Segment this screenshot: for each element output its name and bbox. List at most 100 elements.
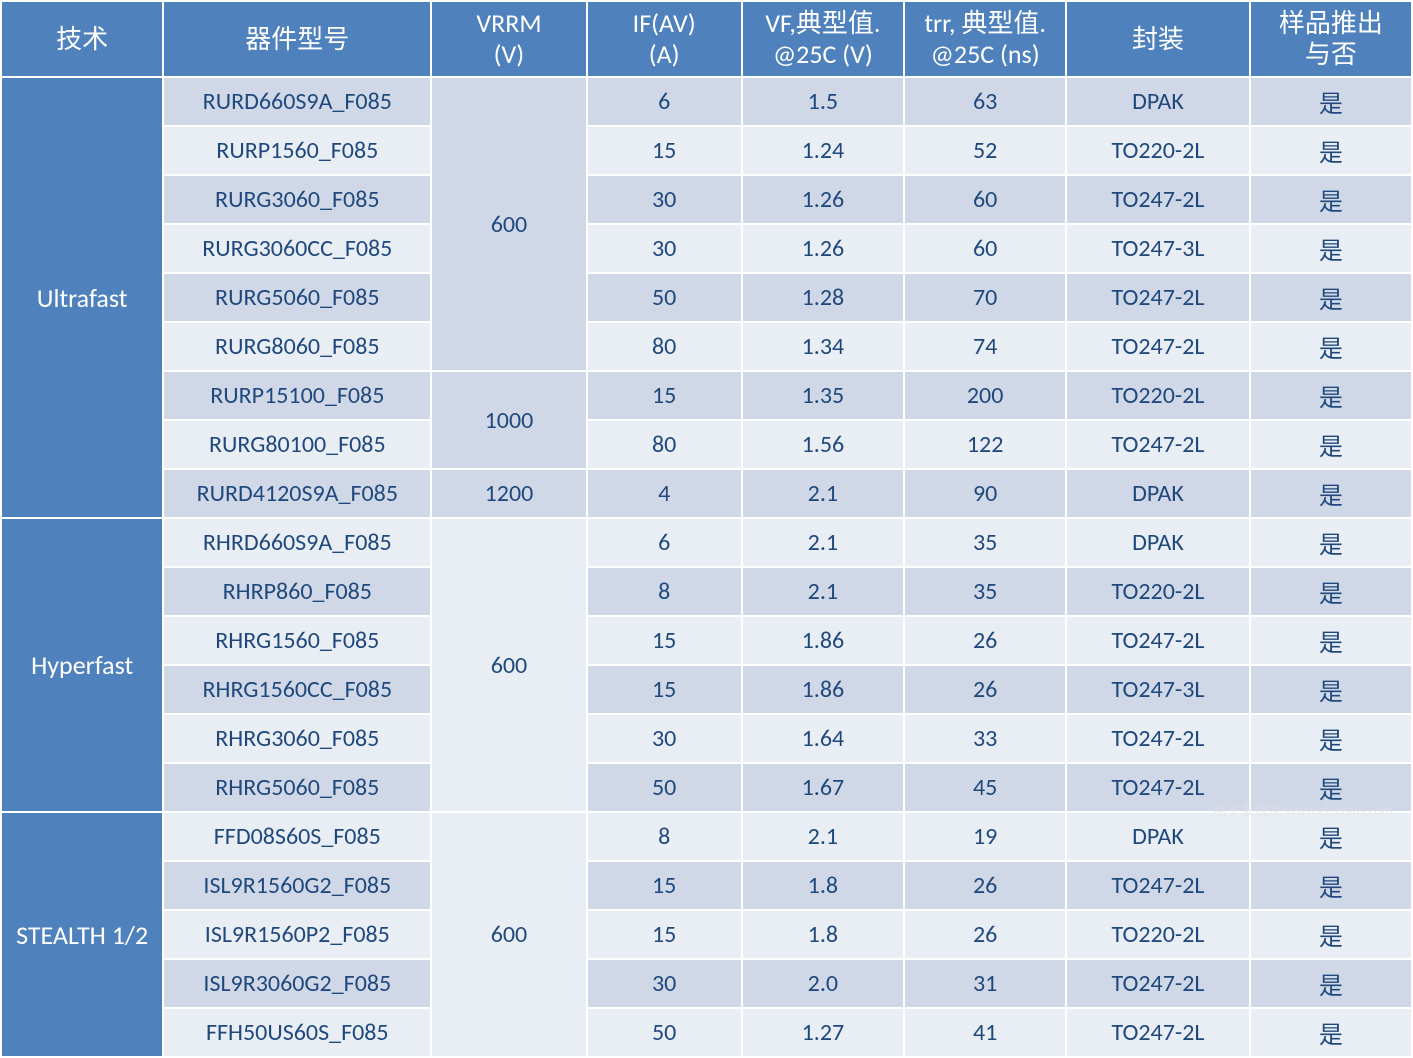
part-number-cell: FFD08S60S_F085 [163,812,431,861]
trr-cell: 52 [904,126,1066,175]
sample-cell: 是 [1250,910,1412,959]
watermark-text: 电子发烧友 www.elecfans.com [1213,800,1393,820]
column-header: trr, 典型值. @25C (ns) [904,1,1066,77]
table-row: RHRP860_F08582.135TO220-2L是 [1,567,1412,616]
ifav-cell: 30 [587,224,742,273]
category-cell: Ultrafast [1,77,163,518]
trr-cell: 60 [904,224,1066,273]
ifav-cell: 15 [587,126,742,175]
package-cell: TO247-2L [1066,1008,1249,1057]
trr-cell: 60 [904,175,1066,224]
sample-cell: 是 [1250,322,1412,371]
trr-cell: 35 [904,567,1066,616]
vf-cell: 1.28 [742,273,904,322]
ifav-cell: 80 [587,420,742,469]
trr-cell: 19 [904,812,1066,861]
ifav-cell: 15 [587,910,742,959]
trr-cell: 70 [904,273,1066,322]
column-header: 器件型号 [163,1,431,77]
vf-cell: 2.1 [742,469,904,518]
part-number-cell: RHRG1560_F085 [163,616,431,665]
package-cell: TO220-2L [1066,126,1249,175]
sample-cell: 是 [1250,1008,1412,1057]
part-number-cell: ISL9R3060G2_F085 [163,959,431,1008]
table-row: RHRG1560_F085151.8626TO247-2L是 [1,616,1412,665]
column-header: 封装 [1066,1,1249,77]
vf-cell: 1.86 [742,616,904,665]
part-number-cell: RURG5060_F085 [163,273,431,322]
trr-cell: 31 [904,959,1066,1008]
trr-cell: 33 [904,714,1066,763]
table-row: RURG3060_F085301.2660TO247-2L是 [1,175,1412,224]
vf-cell: 1.56 [742,420,904,469]
package-cell: TO247-3L [1066,224,1249,273]
vf-cell: 1.24 [742,126,904,175]
trr-cell: 26 [904,910,1066,959]
package-cell: TO247-2L [1066,322,1249,371]
trr-cell: 90 [904,469,1066,518]
part-number-cell: RURG3060_F085 [163,175,431,224]
table-row: RURG5060_F085501.2870TO247-2L是 [1,273,1412,322]
column-header: 技术 [1,1,163,77]
table-row: RURD4120S9A_F085120042.190DPAK是 [1,469,1412,518]
package-cell: TO247-2L [1066,714,1249,763]
sample-cell: 是 [1250,469,1412,518]
ifav-cell: 4 [587,469,742,518]
sample-cell: 是 [1250,518,1412,567]
ifav-cell: 30 [587,714,742,763]
table-row: FFH50US60S_F085501.2741TO247-2L是 [1,1008,1412,1057]
ifav-cell: 50 [587,1008,742,1057]
part-number-cell: RURP15100_F085 [163,371,431,420]
sample-cell: 是 [1250,371,1412,420]
vf-cell: 1.26 [742,175,904,224]
table-row: RURG8060_F085801.3474TO247-2L是 [1,322,1412,371]
vf-cell: 2.1 [742,567,904,616]
column-header: VF,典型值. @25C (V) [742,1,904,77]
trr-cell: 74 [904,322,1066,371]
ifav-cell: 50 [587,273,742,322]
ifav-cell: 8 [587,567,742,616]
table-row: STEALTH 1/2FFD08S60S_F08560082.119DPAK是 [1,812,1412,861]
sample-cell: 是 [1250,714,1412,763]
table-row: RURG80100_F085801.56122TO247-2L是 [1,420,1412,469]
package-cell: TO247-2L [1066,959,1249,1008]
table-row: RURP15100_F0851000151.35200TO220-2L是 [1,371,1412,420]
part-number-cell: RHRG5060_F085 [163,763,431,812]
vf-cell: 1.86 [742,665,904,714]
vrrm-cell: 600 [431,77,586,371]
package-cell: TO220-2L [1066,371,1249,420]
table-row: RHRG5060_F085501.6745TO247-2L是 [1,763,1412,812]
part-number-cell: RHRG1560CC_F085 [163,665,431,714]
trr-cell: 26 [904,861,1066,910]
ifav-cell: 30 [587,175,742,224]
vf-cell: 2.1 [742,812,904,861]
sample-cell: 是 [1250,959,1412,1008]
sample-cell: 是 [1250,420,1412,469]
ifav-cell: 50 [587,763,742,812]
package-cell: TO220-2L [1066,910,1249,959]
column-header: VRRM (V) [431,1,586,77]
package-cell: TO247-2L [1066,420,1249,469]
part-number-cell: RURP1560_F085 [163,126,431,175]
package-cell: TO247-2L [1066,273,1249,322]
ifav-cell: 15 [587,616,742,665]
ifav-cell: 15 [587,665,742,714]
part-number-cell: RHRP860_F085 [163,567,431,616]
column-header: IF(AV) (A) [587,1,742,77]
sample-cell: 是 [1250,77,1412,126]
trr-cell: 63 [904,77,1066,126]
vf-cell: 2.1 [742,518,904,567]
package-cell: DPAK [1066,77,1249,126]
part-number-cell: ISL9R1560P2_F085 [163,910,431,959]
category-cell: STEALTH 1/2 [1,812,163,1057]
ifav-cell: 6 [587,77,742,126]
table-body: UltrafastRURD660S9A_F08560061.563DPAK是RU… [1,77,1412,1057]
vrrm-cell: 1000 [431,371,586,469]
part-number-cell: RHRD660S9A_F085 [163,518,431,567]
diode-spec-table: 技术器件型号VRRM (V)IF(AV) (A)VF,典型值. @25C (V)… [0,0,1413,1058]
trr-cell: 122 [904,420,1066,469]
table-row: HyperfastRHRD660S9A_F08560062.135DPAK是 [1,518,1412,567]
part-number-cell: RHRG3060_F085 [163,714,431,763]
trr-cell: 45 [904,763,1066,812]
table-row: RURP1560_F085151.2452TO220-2L是 [1,126,1412,175]
